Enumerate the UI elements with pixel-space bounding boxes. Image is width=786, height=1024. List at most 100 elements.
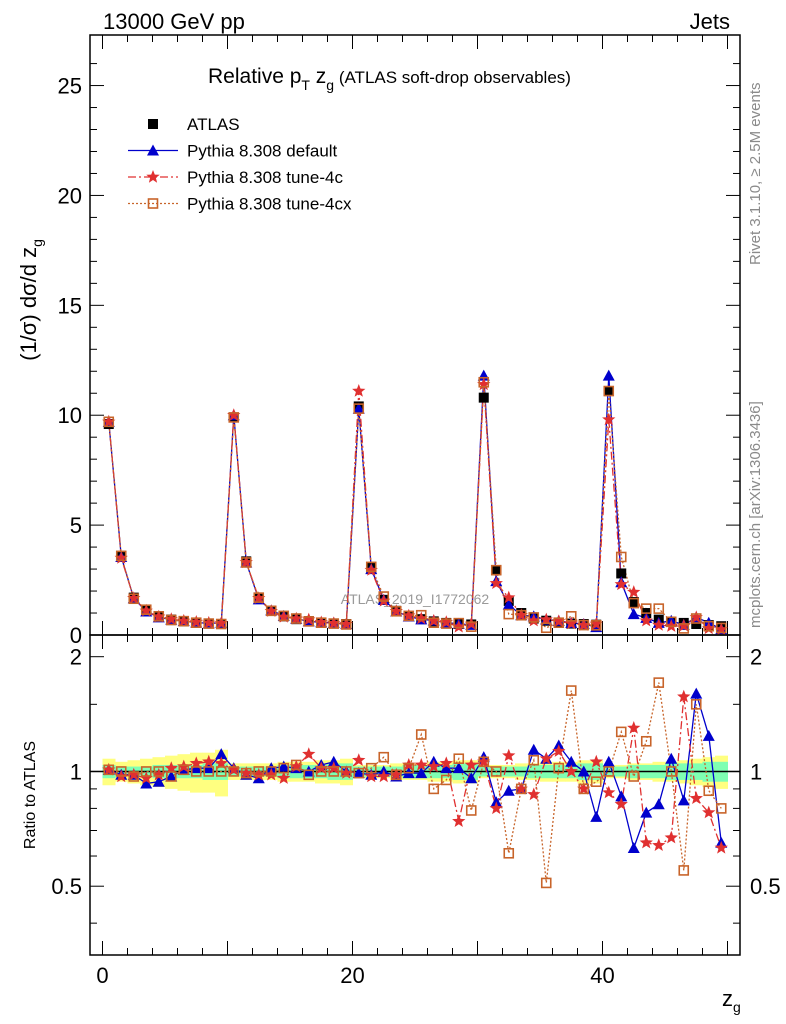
main-point: [290, 613, 302, 624]
ratio-point: [514, 781, 528, 795]
ratio-point: [440, 774, 452, 786]
ratio-point: [678, 865, 690, 876]
ratio-panel: 0.5 0.51 12 20 20 40: [51, 634, 781, 988]
main-point: [314, 615, 328, 629]
ratio-point: [152, 775, 165, 787]
main-point: [652, 618, 666, 631]
main-point: [602, 369, 615, 381]
ratio-point: [277, 760, 290, 772]
ratio-point: [640, 735, 652, 747]
main-point: [328, 618, 340, 629]
main-point: [691, 619, 702, 630]
ratio-point: [652, 838, 666, 851]
xlabel-text: z: [722, 986, 733, 1011]
ratio-point: [165, 771, 177, 782]
ratio-ytick-label: 0.5: [51, 874, 82, 899]
svg-text:(1/σ) dσ/d zg: (1/σ) dσ/d zg: [16, 239, 45, 361]
main-point: [153, 611, 165, 622]
ratio-point: [627, 721, 641, 734]
main-point: [477, 377, 491, 391]
ratio-point: [452, 814, 466, 827]
ratio-point: [689, 791, 703, 804]
ratio-point: [152, 767, 166, 781]
ratio-point: [165, 770, 178, 782]
ratio-point: [502, 748, 516, 762]
main-point: [414, 611, 428, 625]
main-point: [465, 621, 477, 632]
ratio-point: [128, 771, 140, 782]
main-point: [402, 608, 416, 622]
main-panel: 0 5 10 15 20 25: [58, 34, 741, 648]
ratio-point: [577, 781, 591, 795]
ratio-point: [315, 766, 327, 777]
main-point: [628, 597, 640, 609]
main-point: [677, 618, 691, 632]
ratio-point: [278, 762, 290, 774]
main-point: [390, 605, 402, 617]
title-sub2: g: [326, 77, 334, 93]
main-point: [115, 550, 127, 562]
ratio-point: [615, 790, 628, 802]
main-point: [628, 597, 639, 608]
ratio-point: [178, 764, 190, 776]
ratio-point: [477, 754, 491, 768]
main-point: [502, 590, 516, 604]
main-point: [364, 563, 378, 576]
main-series-line: [108, 382, 722, 630]
ratio-point: [252, 767, 266, 781]
main-point: [515, 609, 527, 621]
main-point: [177, 613, 191, 627]
main-point: [253, 592, 265, 603]
main-point: [489, 576, 503, 589]
ratio-point: [103, 764, 115, 776]
main-point: [128, 593, 140, 605]
main-point: [490, 564, 502, 576]
legend-marker: [148, 119, 158, 129]
ratio-point: [627, 841, 640, 853]
legend-label: Pythia 8.308 default: [187, 142, 338, 161]
ratio-xtick-label: 0: [96, 963, 108, 988]
ratio-point: [228, 766, 240, 777]
ratio-point: [639, 835, 653, 849]
main-title: Relative pT zg (ATLAS soft-drop observab…: [208, 65, 571, 93]
ratio-point: [215, 748, 228, 760]
main-point: [603, 385, 615, 397]
ratio-point: [439, 756, 453, 769]
ratio-point: [464, 758, 478, 771]
main-point: [127, 591, 141, 604]
main-point: [528, 612, 540, 623]
main-point: [289, 611, 303, 625]
process-label: 13000 GeV pp: [103, 9, 245, 34]
main-point: [503, 608, 515, 620]
main-point: [139, 603, 153, 617]
main-ytick-label: 5: [70, 513, 82, 538]
ratio-point: [353, 767, 365, 779]
main-point: [264, 604, 278, 617]
ratio-point: [503, 847, 515, 859]
ratio-point: [602, 755, 615, 767]
ratio-point: [277, 771, 291, 784]
analysis-watermark: ATLAS_2019_I1772062: [341, 591, 490, 607]
main-point: [527, 613, 541, 627]
main-point: [639, 613, 653, 627]
main-point: [464, 617, 478, 630]
main-point: [714, 622, 728, 636]
main-point: [215, 618, 227, 630]
ratio-point: [365, 762, 377, 774]
ratio-point: [653, 677, 665, 688]
ratio-point: [602, 785, 616, 799]
ratio-point: [628, 771, 640, 782]
main-point: [502, 598, 515, 610]
ratio-xtick-label: 20: [340, 963, 364, 988]
title-tail: (ATLAS soft-drop observables): [334, 68, 571, 87]
main-point: [203, 618, 215, 629]
ratio-frame: [89, 634, 741, 956]
legend-label: Pythia 8.308 tune-4cx: [187, 195, 352, 214]
ratio-point: [127, 767, 141, 781]
ratio-point: [239, 766, 253, 779]
main-point: [240, 557, 252, 568]
title-main: Relative p: [208, 65, 301, 88]
main-point: [514, 608, 528, 621]
main-point: [665, 616, 677, 628]
ratio-ytick-label: 2: [70, 645, 82, 670]
